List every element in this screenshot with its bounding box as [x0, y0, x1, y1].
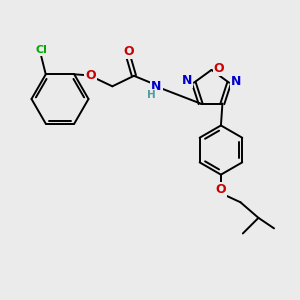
Text: H: H — [147, 90, 156, 100]
Text: N: N — [151, 80, 162, 93]
Text: O: O — [123, 45, 134, 58]
Text: N: N — [231, 75, 241, 88]
Text: O: O — [214, 62, 224, 75]
Text: O: O — [216, 183, 226, 196]
Text: O: O — [85, 69, 96, 82]
Text: N: N — [182, 74, 192, 87]
Text: Cl: Cl — [35, 45, 47, 55]
